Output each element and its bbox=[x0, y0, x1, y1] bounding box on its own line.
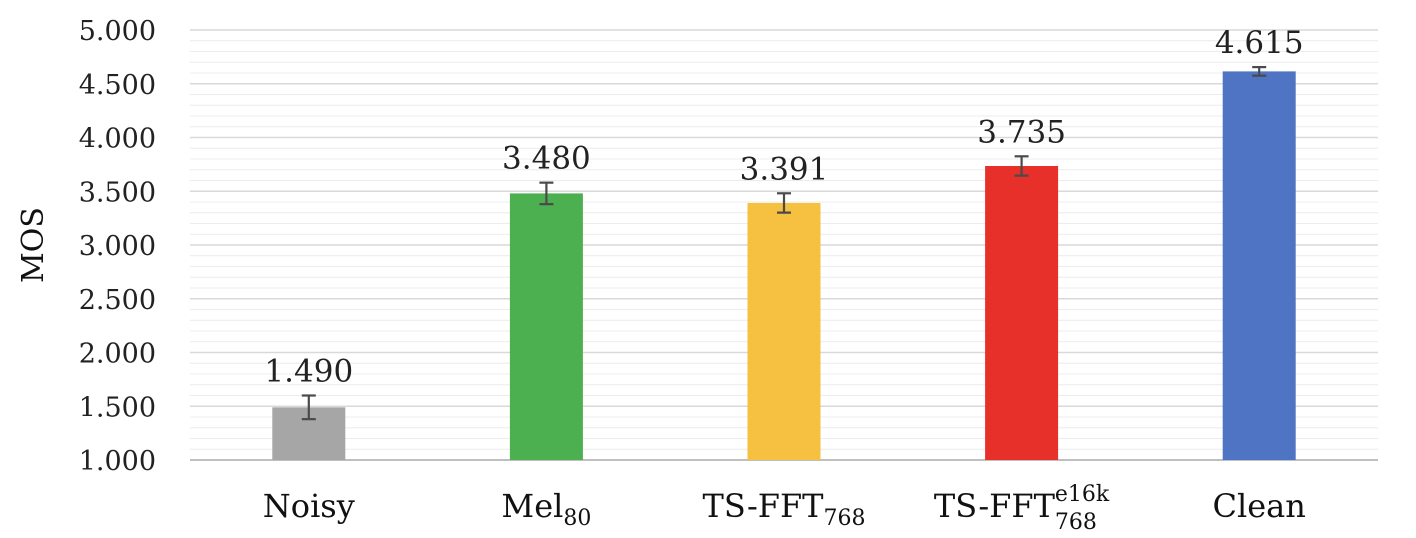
error-bar bbox=[1252, 65, 1267, 77]
bar bbox=[985, 165, 1059, 461]
data-label: 3.480 bbox=[502, 141, 591, 177]
bar bbox=[1222, 71, 1296, 460]
y-axis-title: MOS bbox=[16, 207, 51, 283]
y-tick-label: 4.500 bbox=[79, 70, 156, 101]
y-tick-label: 2.500 bbox=[79, 285, 156, 316]
y-axis-ticks: 1.000 1.500 2.000 2.500 3.000 3.500 4.000 4.500… bbox=[79, 16, 156, 477]
error-bars bbox=[301, 65, 1267, 421]
x-category-label: TS-FFTe16k 768 bbox=[934, 482, 1110, 535]
data-label: 4.615 bbox=[1215, 25, 1304, 61]
y-tick-label: 3.000 bbox=[79, 231, 156, 262]
error-bar bbox=[1014, 155, 1029, 177]
y-tick-label: 2.000 bbox=[79, 339, 156, 370]
y-tick-label: 4.000 bbox=[79, 124, 156, 155]
x-category-label: TS-FFT768 bbox=[703, 487, 866, 531]
x-axis-categories: Noisy Mel80 TS-FFT768 TS-FFTe16k 768 Clean bbox=[263, 482, 1306, 535]
error-bar bbox=[777, 192, 791, 214]
y-tick-label: 1.500 bbox=[79, 392, 156, 423]
data-label: 3.735 bbox=[977, 114, 1066, 150]
x-category-label: Noisy bbox=[263, 487, 355, 525]
data-labels: 1.490 3.480 3.391 3.735 4.615 bbox=[264, 25, 1303, 389]
y-tick-label: 5.000 bbox=[79, 16, 156, 47]
error-bar bbox=[301, 394, 316, 421]
bars bbox=[272, 71, 1296, 461]
x-category-label: Clean bbox=[1213, 487, 1306, 525]
bar bbox=[747, 202, 821, 460]
x-category-label: Mel80 bbox=[501, 487, 591, 531]
error-bar bbox=[539, 181, 554, 206]
bar bbox=[509, 193, 583, 460]
y-tick-label: 1.000 bbox=[79, 446, 156, 477]
data-label: 3.391 bbox=[740, 151, 829, 187]
y-tick-label: 3.500 bbox=[79, 177, 156, 208]
data-label: 1.490 bbox=[264, 354, 353, 390]
